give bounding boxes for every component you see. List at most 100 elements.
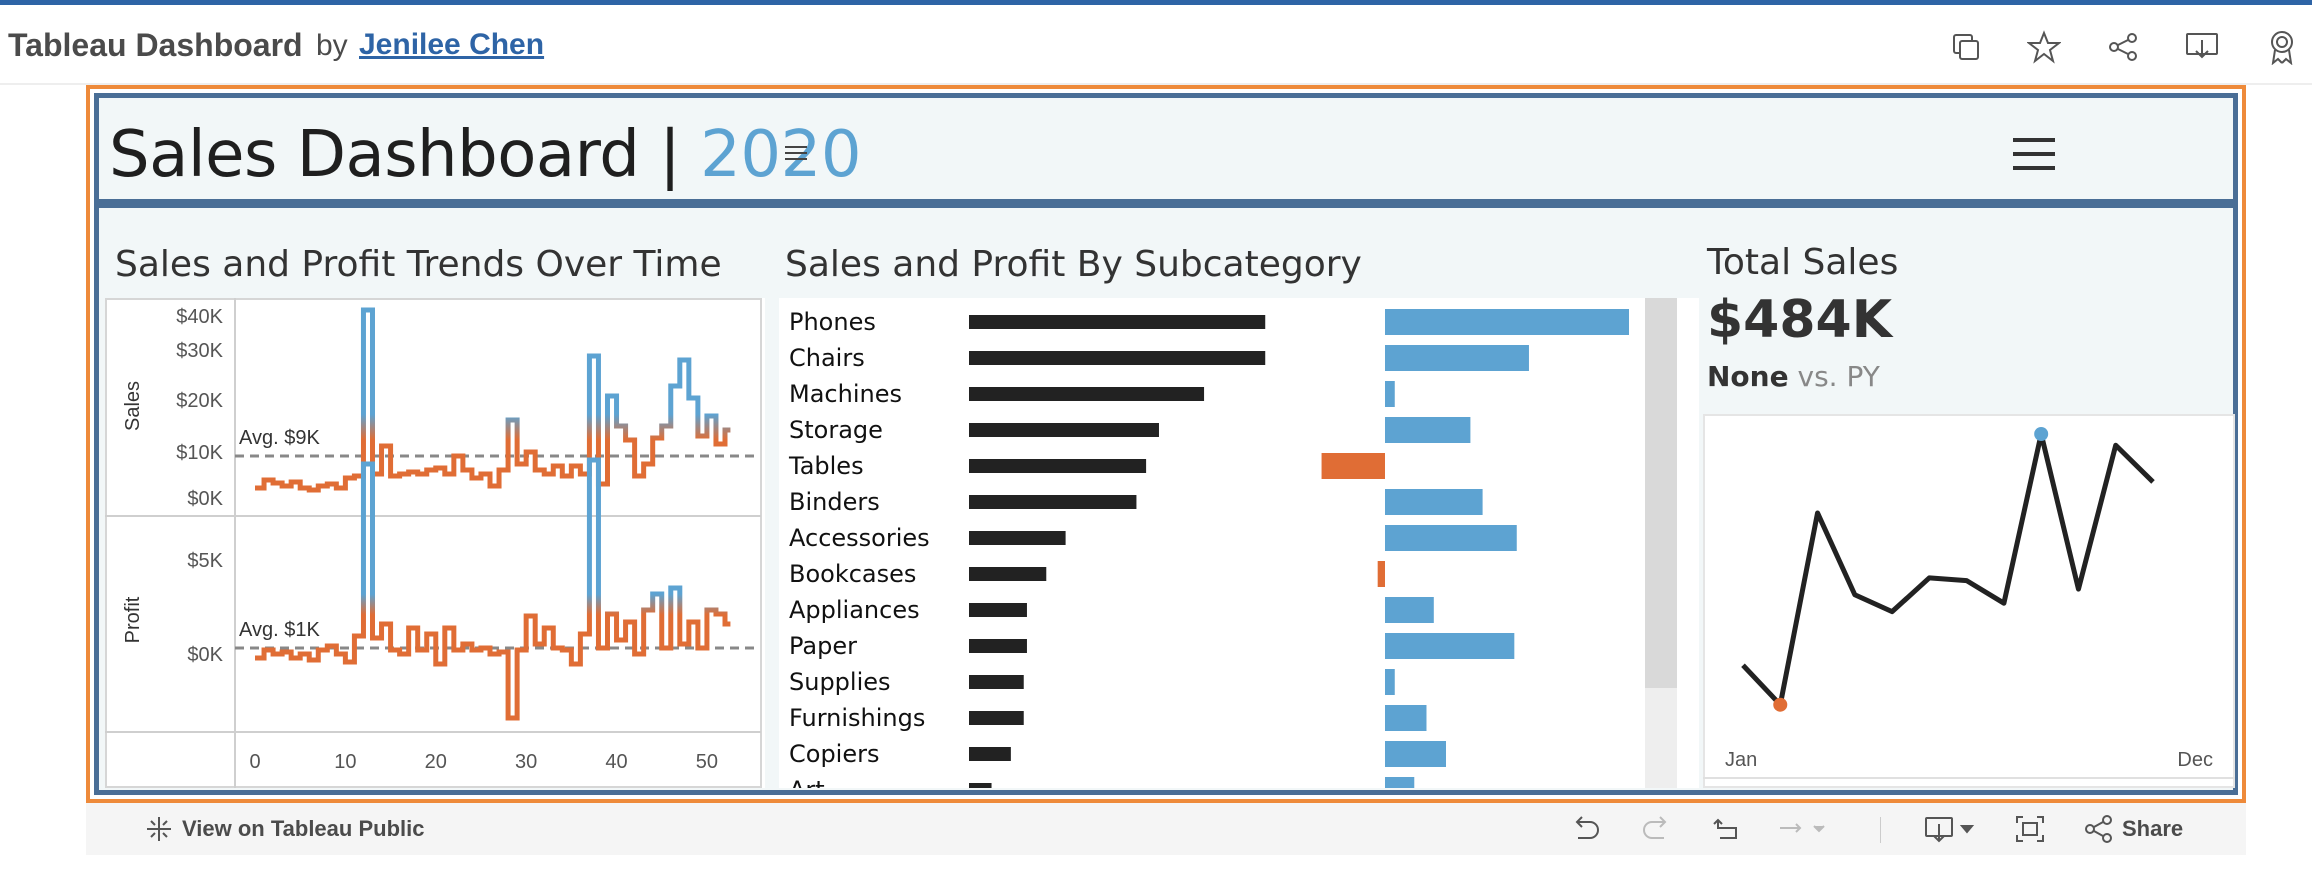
page-title: Tableau Dashboard [8, 27, 303, 63]
x-tick-label: 40 [605, 751, 627, 773]
sales-line[interactable] [255, 307, 731, 493]
subcategory-label: Appliances [789, 596, 920, 624]
monthly-sales-chart[interactable]: Jan Dec [1703, 414, 2235, 788]
viz-frame: Sales Dashboard | 2020 Sales and Profit … [86, 85, 2246, 804]
dashboard-title: Sales Dashboard | 2020 [109, 118, 862, 192]
star-icon[interactable] [2024, 27, 2064, 67]
profit-tick-label: $5K [187, 550, 223, 572]
sales-tick-label: $10K [176, 442, 223, 464]
hamburger-menu-icon[interactable] [2013, 138, 2055, 180]
subcategory-title: Sales and Profit By Subcategory [785, 244, 1362, 285]
subcategory-label: Phones [789, 308, 876, 336]
fullscreen-button[interactable] [2014, 813, 2046, 845]
subcategory-label: Copiers [789, 740, 879, 768]
profit-bar[interactable] [1385, 381, 1395, 407]
profit-bar[interactable] [1385, 345, 1529, 371]
award-icon[interactable] [2262, 27, 2302, 67]
profit-bar[interactable] [1385, 741, 1446, 767]
x-tick-label: 20 [425, 751, 447, 773]
monthly-end-label: Dec [2177, 749, 2213, 771]
profit-bar[interactable] [1385, 669, 1395, 695]
sales-axis-label: Sales [122, 381, 144, 431]
share-button[interactable]: Share [2084, 813, 2183, 845]
subcategory-label: Accessories [789, 524, 930, 552]
sales-bar[interactable] [969, 567, 1047, 581]
page-header: Tableau Dashboard by Jenilee Chen [0, 5, 2312, 85]
revert-icon [1713, 818, 1737, 839]
copy-icon[interactable] [1946, 27, 1986, 67]
refresh-icon [1780, 823, 1825, 833]
profit-bar[interactable] [1377, 561, 1385, 587]
subcategory-label: Chairs [789, 344, 865, 372]
profit-bar[interactable] [1385, 705, 1427, 731]
profit-axis-label: Profit [122, 596, 144, 643]
max-point[interactable] [2034, 427, 2049, 441]
dashboard-year: 2020 [700, 118, 862, 192]
trends-chart[interactable]: Sales Profit $40K $30K $20K $10K $0K $5K $0K 0 10 2… [105, 298, 765, 788]
subcategory-label: Tables [788, 452, 864, 480]
profit-bar[interactable] [1385, 309, 1629, 335]
subcategory-label: Paper [789, 632, 857, 660]
revert-button[interactable] [1710, 813, 1744, 845]
sales-bar[interactable] [969, 351, 1266, 365]
subcategory-label: Supplies [789, 668, 891, 696]
bottom-toolbar: View on Tableau Public Share [86, 803, 2246, 855]
share-icon[interactable] [2103, 27, 2143, 67]
subcategory-label: Art [789, 776, 825, 788]
profit-bar[interactable] [1385, 777, 1415, 803]
share-toolbar-icon [2085, 815, 2112, 843]
sales-average-label: Avg. $9K [239, 427, 320, 449]
total-sales-value: $484K [1707, 290, 1893, 350]
sales-bar[interactable] [969, 315, 1266, 329]
profit-bar[interactable] [1321, 453, 1385, 479]
sales-bar[interactable] [969, 711, 1024, 725]
view-on-tableau-button[interactable]: View on Tableau Public [144, 813, 424, 845]
comparison-value: None [1707, 360, 1789, 393]
dashboard-title-text: Sales Dashboard [109, 118, 640, 192]
sales-bar[interactable] [969, 423, 1159, 437]
profit-bar[interactable] [1385, 489, 1483, 515]
sales-bar[interactable] [969, 495, 1137, 509]
scrollbar-thumb[interactable] [1645, 298, 1677, 688]
undo-button[interactable] [1568, 813, 1602, 845]
download-menu-icon [1925, 817, 1975, 843]
title-separator: | [659, 118, 681, 192]
monthly-sales-panel: Jan Dec [1703, 414, 2235, 788]
sales-bar[interactable] [969, 747, 1011, 761]
sales-tick-label: $30K [176, 340, 223, 362]
sales-bar[interactable] [969, 639, 1027, 653]
sales-bar[interactable] [969, 531, 1066, 545]
comparison-label: vs. PY [1797, 360, 1880, 393]
profit-line[interactable] [255, 457, 731, 721]
sales-bar[interactable] [969, 603, 1027, 617]
sales-bar[interactable] [969, 783, 992, 797]
min-point[interactable] [1773, 697, 1788, 712]
profit-bar[interactable] [1385, 597, 1434, 623]
trends-frame [105, 298, 762, 788]
download-menu-button[interactable] [1924, 813, 1980, 845]
trends-title: Sales and Profit Trends Over Time [115, 244, 722, 285]
dashboard-header: Sales Dashboard | 2020 [99, 98, 2233, 208]
sales-bar[interactable] [969, 387, 1205, 401]
sales-tick-label: $40K [176, 306, 223, 328]
profit-bar[interactable] [1385, 417, 1471, 443]
small-menu-icon[interactable] [785, 146, 807, 164]
download-icon[interactable] [2182, 27, 2222, 67]
subcategory-chart[interactable]: Phones Chairs Machines Storage Tables Binders… [779, 298, 1699, 804]
redo-button[interactable] [1640, 813, 1674, 845]
sales-bar[interactable] [969, 459, 1147, 473]
by-label: by [316, 29, 348, 62]
monthly-start-label: Jan [1725, 749, 1757, 771]
toolbar-divider [1880, 817, 1881, 843]
refresh-button[interactable] [1776, 813, 1830, 845]
share-label: Share [2122, 816, 2184, 841]
monthly-sales-line[interactable] [1741, 431, 2155, 708]
sales-bar[interactable] [969, 675, 1024, 689]
sales-comparison: None vs. PY [1707, 360, 1880, 393]
total-sales-title: Total Sales [1707, 242, 1899, 283]
author-link[interactable]: Jenilee Chen [359, 28, 545, 61]
profit-bar[interactable] [1385, 525, 1517, 551]
profit-bar[interactable] [1385, 633, 1515, 659]
x-tick-label: 30 [515, 751, 537, 773]
undo-icon [1575, 816, 1599, 839]
